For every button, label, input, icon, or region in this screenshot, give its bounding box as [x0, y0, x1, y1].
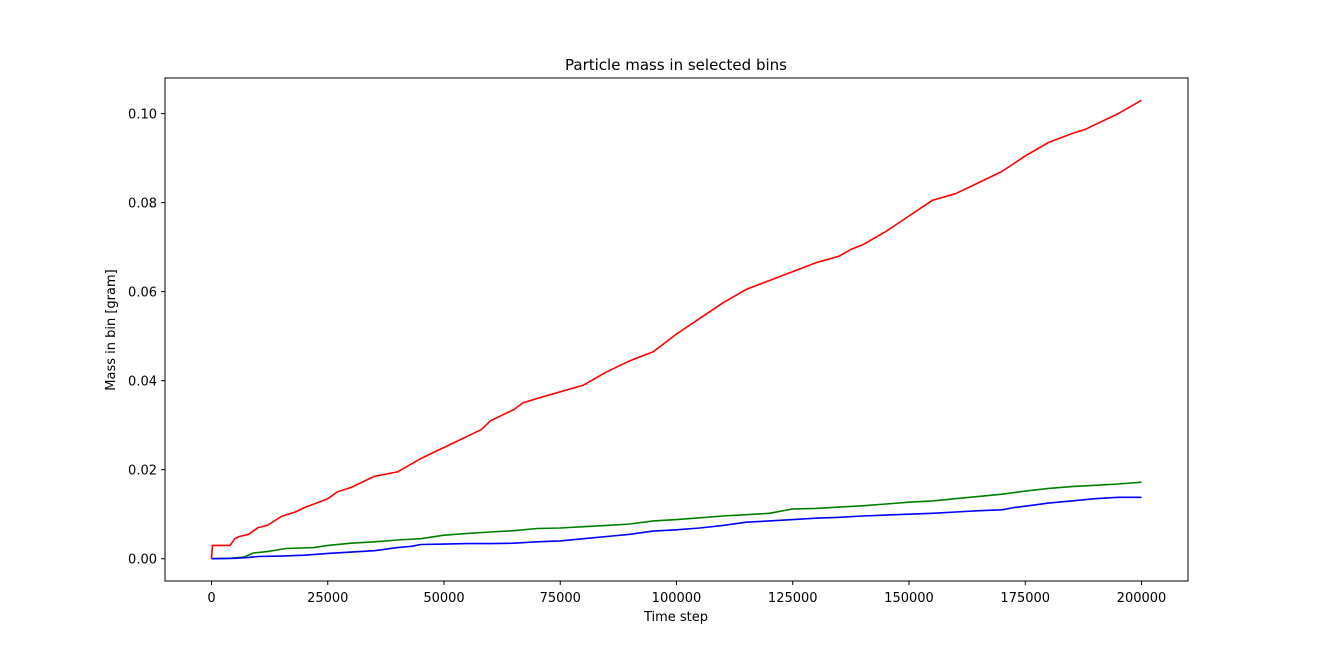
x-tick-label: 200000 [1117, 591, 1167, 606]
x-tick-label: 100000 [652, 591, 702, 606]
x-axis: 0 25000 50000 75000 100000 125000 150000 175000… [207, 581, 1166, 606]
series-line-3 [211, 496, 1142, 560]
y-tick-label: 0.06 [128, 286, 157, 301]
x-tick-label: 0 [207, 591, 215, 606]
series-line-1 [210, 99, 1142, 559]
y-axis: 0.00 0.02 0.04 0.06 0.08 0.10 [128, 108, 165, 568]
series-layer [210, 99, 1142, 560]
y-axis-title: Mass in bin [gram] [104, 269, 119, 390]
y-tick-label: 0.02 [128, 464, 157, 479]
x-tick-label: 75000 [540, 591, 581, 606]
x-tick-label: 125000 [768, 591, 818, 606]
y-tick-label: 0.10 [128, 108, 157, 123]
series-line-2 [211, 481, 1142, 560]
chart-title: Particle mass in selected bins [565, 56, 787, 74]
x-axis-title: Time step [643, 610, 708, 625]
x-tick-label: 50000 [423, 591, 464, 606]
y-tick-label: 0.04 [128, 375, 157, 390]
y-tick-label: 0.00 [128, 553, 157, 568]
x-tick-label: 175000 [1000, 591, 1050, 606]
y-tick-label: 0.08 [128, 197, 157, 212]
x-tick-label: 150000 [884, 591, 934, 606]
x-tick-label: 25000 [307, 591, 348, 606]
